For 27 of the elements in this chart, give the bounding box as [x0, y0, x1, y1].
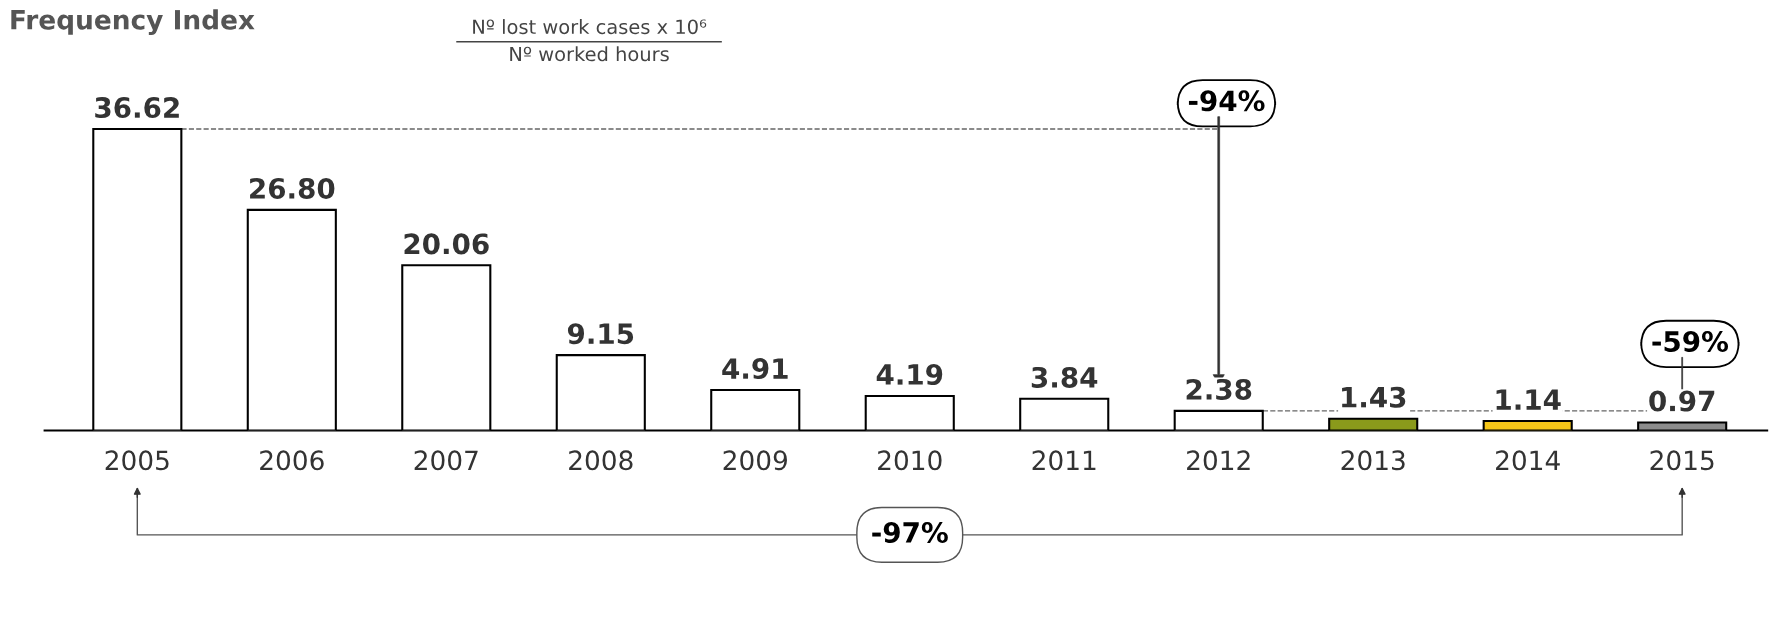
- x-tick-label: 2010: [878, 450, 942, 471]
- x-tick-label: 2005: [105, 450, 169, 471]
- x-tick-label: 2015: [1650, 450, 1714, 471]
- data-label: 26.80: [250, 177, 335, 199]
- x-tick-label: 2012: [1187, 450, 1250, 471]
- text: -97%: [872, 521, 948, 543]
- data-label: 4.19: [876, 364, 943, 386]
- data-label: 1.43: [1342, 386, 1406, 408]
- data-label: 2.38: [1186, 378, 1252, 400]
- data-label: 4.91: [722, 358, 788, 380]
- data-label: 20.06: [404, 233, 489, 255]
- data-label: 1.14: [1496, 389, 1561, 410]
- x-tick-label: 2011: [1032, 450, 1096, 471]
- text: -94%: [1188, 90, 1265, 112]
- x-tick-label: 2006: [260, 450, 324, 471]
- x-tick-label: 2014: [1496, 450, 1560, 471]
- x-tick-label: 2009: [723, 450, 787, 471]
- x-tick-label: 2008: [569, 450, 633, 471]
- data-label: 0.97: [1649, 390, 1715, 412]
- data-label: 36.62: [95, 97, 179, 119]
- x-tick-label: 2013: [1341, 450, 1405, 471]
- data-label: 3.84: [1031, 366, 1098, 388]
- data-label: 9.15: [567, 323, 634, 345]
- x-tick-label: 2007: [414, 450, 478, 471]
- annotation: -59%: [1652, 330, 1729, 352]
- chart-title: Frequency Index: [11, 9, 255, 36]
- chart-subtitle: Nº lost work cases x 10⁶ Nº worked hours: [473, 19, 707, 62]
